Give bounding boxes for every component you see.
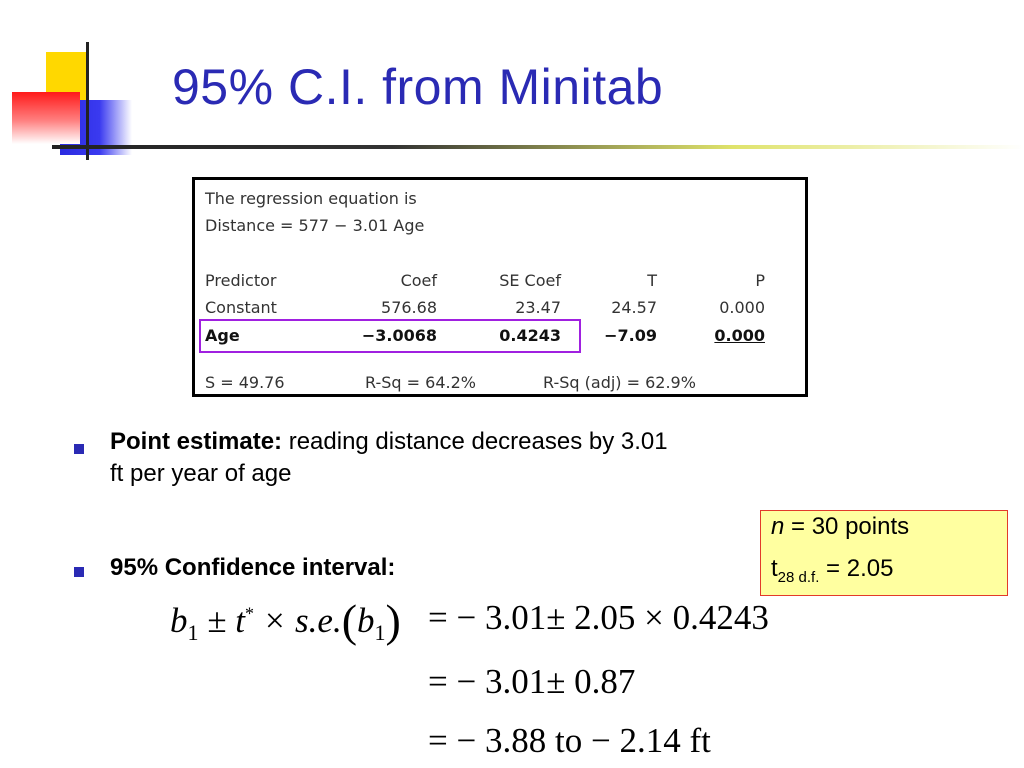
cell-predictor: Age xyxy=(205,326,240,345)
bullet-marker xyxy=(74,567,84,577)
cell-t: −7.09 xyxy=(604,326,657,345)
point-estimate-label: Point estimate: xyxy=(110,428,283,455)
bullet-marker xyxy=(74,444,84,454)
point-estimate-text: Point estimate: reading distance decreas… xyxy=(110,426,668,490)
n-variable: n xyxy=(771,513,785,540)
cell-coef: −3.0068 xyxy=(361,326,437,345)
cell-predictor: Constant xyxy=(205,298,277,317)
stat-rsq-adj: R-Sq (adj) = 62.9% xyxy=(543,373,696,392)
stat-s: S = 49.76 xyxy=(205,373,285,392)
ci-formula-lhs: b1 ± t* × s.e.(b1) xyxy=(170,594,401,647)
t-star: * xyxy=(244,603,254,624)
cell-p: 0.000 xyxy=(714,326,765,345)
cell-coef: 576.68 xyxy=(381,298,437,317)
b-symbol: b xyxy=(170,601,188,640)
t-symbol: ± t xyxy=(198,601,245,640)
header-se-coef: SE Coef xyxy=(499,271,561,290)
cell-se-coef: 23.47 xyxy=(515,298,561,317)
title-underline xyxy=(52,145,1024,149)
equation-header: The regression equation is xyxy=(205,189,417,208)
b-subscript: 1 xyxy=(187,620,199,645)
point-estimate-desc-2: ft per year of age xyxy=(110,460,292,487)
minitab-output: The regression equation is Distance = 57… xyxy=(192,177,808,397)
logo-vertical-line xyxy=(86,42,89,160)
age-row-highlight xyxy=(199,319,581,353)
se-symbol: × s.e. xyxy=(253,601,342,640)
point-estimate-desc: reading distance decreases by 3.01 xyxy=(282,428,668,455)
ci-formula-line-1: = − 3.01± 2.05 × 0.4243 xyxy=(428,598,769,637)
n-value: = 30 points xyxy=(784,513,910,540)
header-p: P xyxy=(755,271,765,290)
header-predictor: Predictor xyxy=(205,271,277,290)
n-line: n = 30 points xyxy=(771,513,909,541)
t-value: = 2.05 xyxy=(819,555,894,582)
regression-equation: Distance = 577 − 3.01 Age xyxy=(205,216,425,235)
ci-text: 95% Confidence interval: xyxy=(110,552,395,584)
t-subscript: 28 d.f. xyxy=(777,568,820,586)
slide-title: 95% C.I. from Minitab xyxy=(172,59,664,115)
logo-red-square xyxy=(12,92,80,144)
close-paren: ) xyxy=(385,595,401,646)
cell-t: 24.57 xyxy=(611,298,657,317)
slide-logo xyxy=(0,0,180,170)
cell-p: 0.000 xyxy=(719,298,765,317)
stat-rsq: R-Sq = 64.2% xyxy=(365,373,476,392)
cell-se-coef: 0.4243 xyxy=(499,326,561,345)
b-symbol: b xyxy=(357,601,375,640)
ci-formula-line-3: = − 3.88 to − 2.14 ft xyxy=(428,721,711,760)
b-subscript: 1 xyxy=(374,620,386,645)
header-coef: Coef xyxy=(400,271,437,290)
header-t: T xyxy=(647,271,657,290)
open-paren: ( xyxy=(341,595,358,646)
ci-label: 95% Confidence interval: xyxy=(110,554,396,581)
t-line: t28 d.f. = 2.05 xyxy=(771,555,893,586)
t-variable: t xyxy=(771,555,778,582)
ci-formula-line-2: = − 3.01± 0.87 xyxy=(428,662,636,701)
sample-info-box: n = 30 points t28 d.f. = 2.05 xyxy=(760,510,1008,596)
